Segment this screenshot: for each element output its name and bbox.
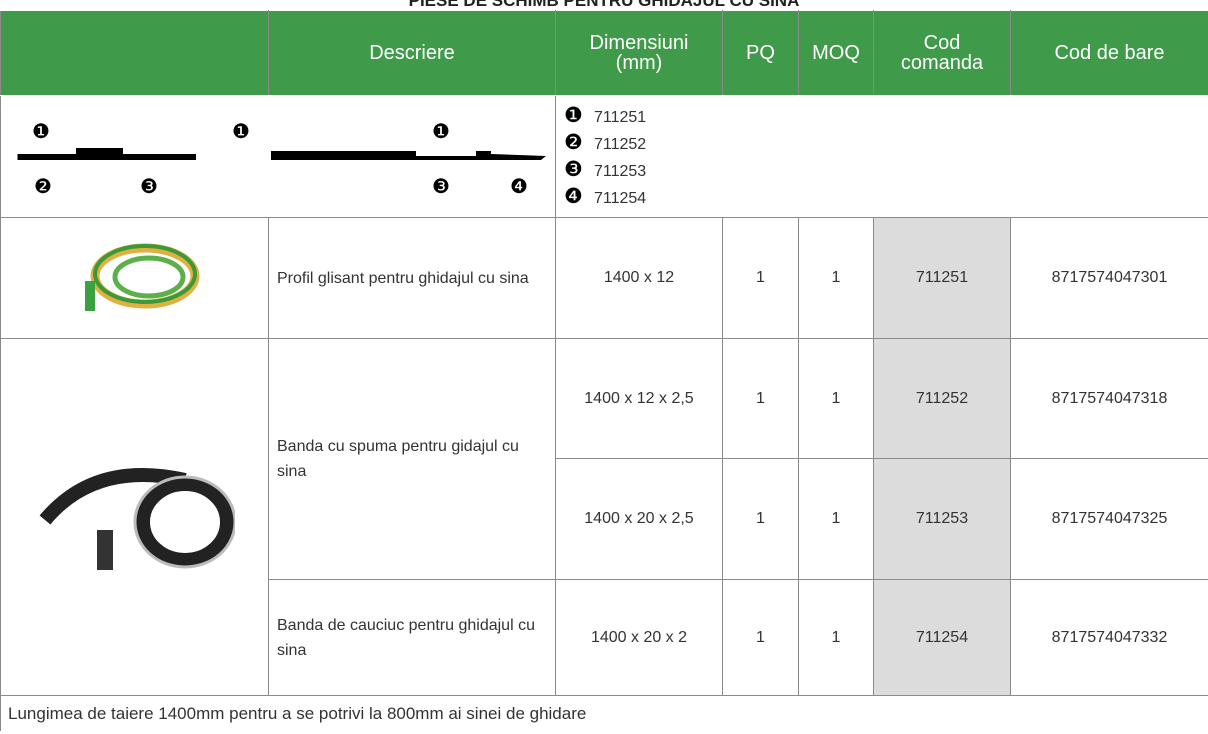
moq-cell: 1: [799, 218, 874, 339]
legend-code: 711252: [594, 136, 646, 153]
product-image: [65, 231, 205, 321]
top-marker: ❶: [232, 121, 250, 143]
code-cell: 711253: [874, 459, 1011, 580]
legend-marker: ❸: [564, 157, 594, 182]
footer-note: Lungimea de taiere 1400mm pentru a se po…: [0, 694, 1207, 731]
moq-cell: 1: [799, 459, 874, 580]
description-cell: Banda cu spuma pentru gidajul cu sina: [269, 339, 556, 580]
header-cell: Dimensiuni (mm): [556, 11, 723, 96]
bottom-marker: ❸: [140, 176, 158, 198]
legend-marker: ❶: [564, 103, 594, 128]
pq-cell: 1: [723, 218, 799, 339]
pq-cell: 1: [723, 459, 799, 580]
dimensions-cell: 1400 x 12 x 2,5: [556, 339, 723, 459]
header-cell: Cod comanda: [874, 11, 1011, 96]
moq-cell: 1: [799, 339, 874, 459]
pq-cell: 1: [723, 580, 799, 696]
header-cell: [1, 11, 269, 96]
legend-code: 711253: [594, 163, 646, 180]
header-cell: PQ: [723, 11, 799, 96]
diagram-cell: ❶ ❶ ❶ ❷ ❸ ❸ ❹: [1, 96, 556, 218]
description-cell: Banda de cauciuc pentru ghidajul cu sina: [269, 580, 556, 696]
code-cell: 711254: [874, 580, 1011, 696]
barcode-cell: 8717574047301: [1011, 218, 1208, 339]
barcode-cell: 8717574047332: [1011, 580, 1208, 696]
legend-marker: ❹: [564, 184, 594, 209]
dimensions-cell: 1400 x 20 x 2,5: [556, 459, 723, 580]
image-cell: [1, 339, 269, 696]
dimensions-cell: 1400 x 12: [556, 218, 723, 339]
top-marker: ❶: [432, 121, 450, 143]
profile-shape: [19, 148, 546, 160]
profile-diagram: ❶ ❶ ❶ ❷ ❸ ❸ ❹: [1, 96, 556, 217]
bottom-marker: ❸: [432, 176, 450, 198]
description-cell: Profil glisant pentru ghidajul cu sina: [269, 218, 556, 339]
code-cell: 711251: [874, 218, 1011, 339]
image-cell: [1, 218, 269, 339]
bottom-marker: ❷: [34, 176, 52, 198]
barcode-cell: 8717574047318: [1011, 339, 1208, 459]
barcode-cell: 8717574047325: [1011, 459, 1208, 580]
dimensions-cell: 1400 x 20 x 2: [556, 580, 723, 696]
header-cell: MOQ: [799, 11, 874, 96]
pq-cell: 1: [723, 339, 799, 459]
legend-code: 711251: [594, 109, 646, 126]
bottom-marker: ❹: [510, 176, 528, 198]
top-marker: ❶: [32, 121, 50, 143]
header-cell: Cod de bare: [1011, 11, 1208, 96]
legend-code: 711254: [594, 190, 646, 207]
header-cell: Descriere: [269, 11, 556, 96]
moq-cell: 1: [799, 580, 874, 696]
product-image: [35, 450, 235, 580]
legend-marker: ❷: [564, 130, 594, 155]
code-cell: 711252: [874, 339, 1011, 459]
